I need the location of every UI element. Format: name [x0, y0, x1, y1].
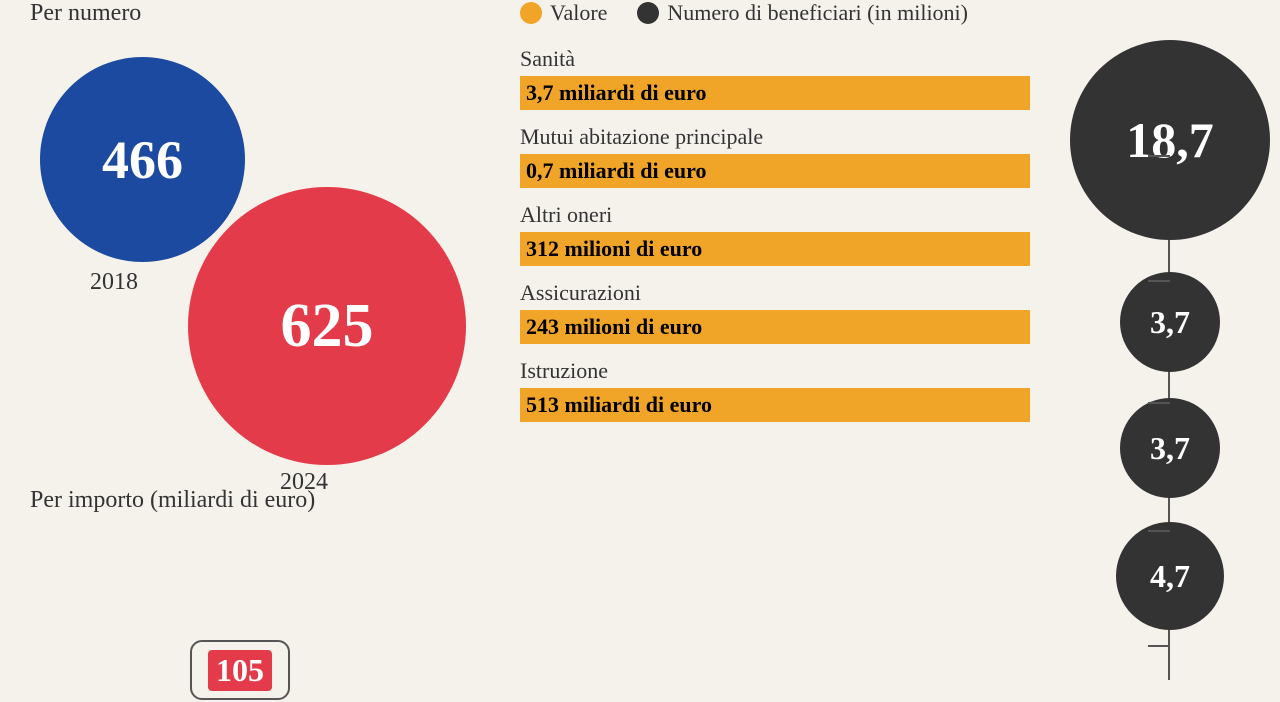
per-importo-label: Per importo (miliardi di euro)	[30, 487, 480, 514]
connector-tick	[1148, 280, 1170, 282]
legend-beneficiari-label: Numero di beneficiari (in milioni)	[667, 0, 968, 26]
legend-valore-label: Valore	[550, 0, 607, 26]
left-panel: Per numero 466 2018 625 2024 Per importo…	[0, 0, 500, 702]
circles-area: 466 2018 625 2024	[30, 37, 470, 477]
importo-bar: 105	[190, 640, 290, 700]
connector-tick	[1148, 402, 1170, 404]
swatch-orange-icon	[520, 2, 542, 24]
row-title: Altri oneri	[520, 202, 1030, 228]
connector-tick	[1148, 155, 1170, 157]
row-title: Assicurazioni	[520, 280, 1030, 306]
value-bar: 312 milioni di euro	[520, 232, 1030, 266]
row-title: Mutui abitazione principale	[520, 124, 1030, 150]
beneficiari-bubble: 3,7	[1120, 272, 1220, 372]
connector-tick	[1148, 530, 1170, 532]
circle-2024: 625	[188, 187, 466, 465]
legend: Valore Numero di beneficiari (in milioni…	[520, 0, 1250, 26]
connector-tick	[1148, 645, 1170, 647]
bubble-column: 18,73,73,74,7	[1050, 40, 1250, 680]
year-2018: 2018	[90, 269, 138, 296]
circle-2018-value: 466	[102, 129, 183, 191]
right-panel: Valore Numero di beneficiari (in milioni…	[500, 0, 1280, 702]
value-bar: 3,7 miliardi di euro	[520, 76, 1030, 110]
left-subtitle: Per numero	[30, 0, 480, 27]
swatch-black-icon	[637, 2, 659, 24]
beneficiari-bubble: 18,7	[1070, 40, 1270, 240]
year-2024: 2024	[280, 469, 328, 496]
importo-value: 105	[208, 650, 272, 691]
beneficiari-bubble: 4,7	[1116, 522, 1224, 630]
legend-valore: Valore	[520, 0, 607, 26]
row-title: Sanità	[520, 46, 1030, 72]
value-bar: 0,7 miliardi di euro	[520, 154, 1030, 188]
legend-beneficiari: Numero di beneficiari (in milioni)	[637, 0, 968, 26]
beneficiari-bubble: 3,7	[1120, 398, 1220, 498]
row-title: Istruzione	[520, 358, 1030, 384]
circle-2018: 466	[40, 57, 245, 262]
value-bar: 513 miliardi di euro	[520, 388, 1030, 422]
value-bar: 243 milioni di euro	[520, 310, 1030, 344]
circle-2024-value: 625	[281, 291, 374, 362]
